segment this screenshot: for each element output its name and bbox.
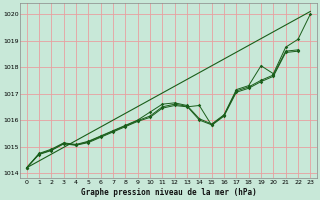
X-axis label: Graphe pression niveau de la mer (hPa): Graphe pression niveau de la mer (hPa) — [81, 188, 256, 197]
